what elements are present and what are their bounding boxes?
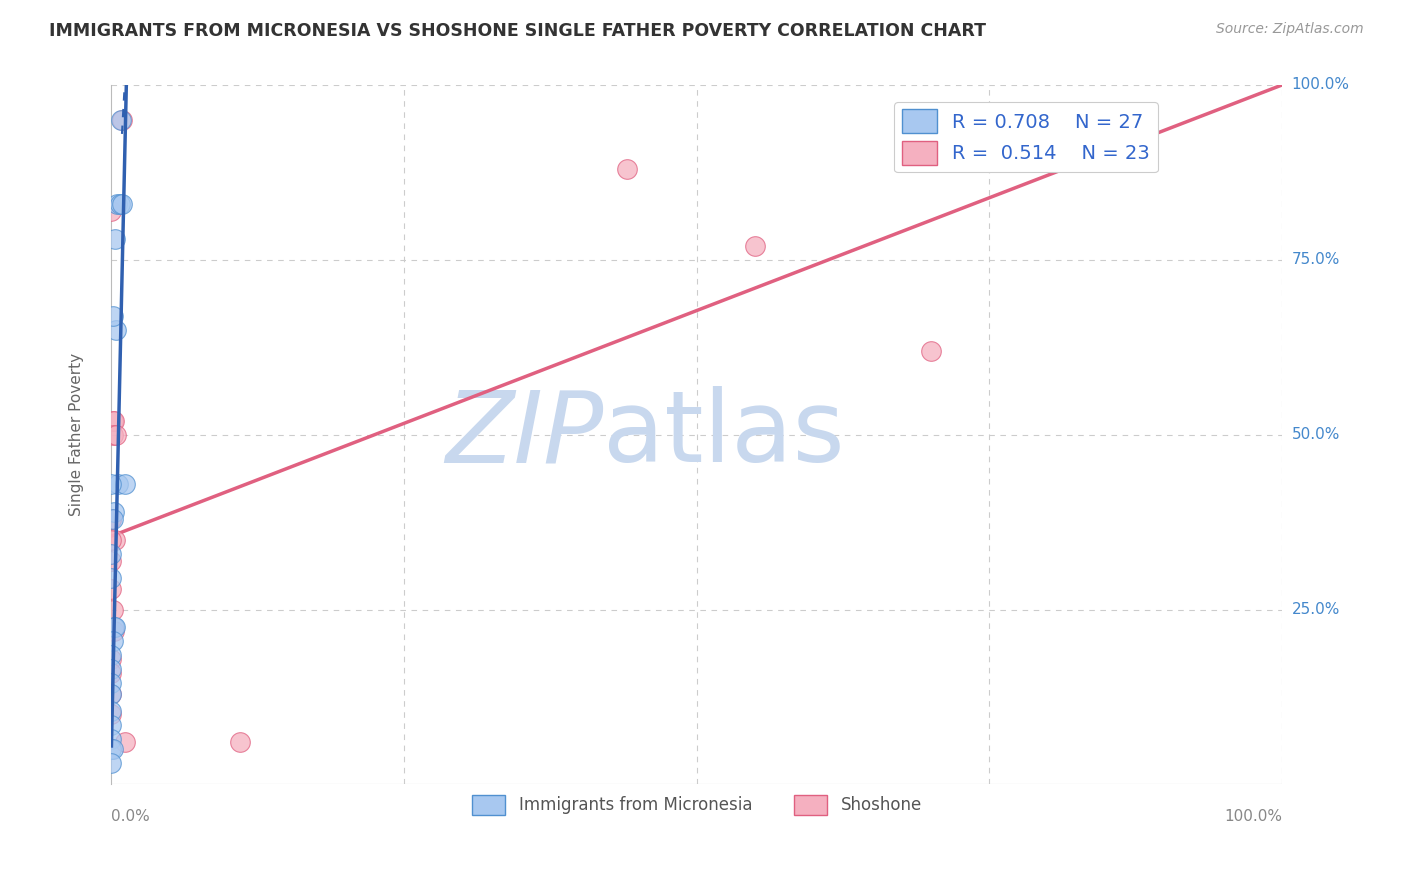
Point: [100, 742, 122, 756]
Point: [100, 718, 122, 732]
Point: [100, 686, 122, 700]
Text: 50.0%: 50.0%: [1292, 427, 1340, 442]
Text: Single Father Poverty: Single Father Poverty: [69, 353, 84, 516]
Point: [100, 582, 122, 596]
Text: 25.0%: 25.0%: [1292, 602, 1340, 617]
Point: [101, 427, 124, 442]
Point: [920, 343, 942, 358]
Text: 100.0%: 100.0%: [1292, 78, 1350, 93]
Point: [100, 662, 122, 676]
Point: [100, 203, 122, 218]
Point: [100, 476, 122, 491]
Point: [100, 553, 122, 567]
Point: [105, 197, 128, 211]
Point: [100, 665, 122, 680]
Point: [111, 112, 134, 127]
Point: [100, 704, 122, 718]
Point: [114, 476, 136, 491]
Point: [744, 239, 766, 253]
Point: [105, 323, 128, 337]
Point: [101, 634, 124, 648]
Point: [100, 731, 122, 746]
Point: [100, 651, 122, 665]
Point: [105, 427, 128, 442]
Point: [100, 648, 122, 662]
Text: ZIP: ZIP: [444, 386, 603, 483]
Point: [101, 414, 124, 428]
Point: [101, 742, 124, 756]
Point: [616, 161, 638, 176]
Text: Source: ZipAtlas.com: Source: ZipAtlas.com: [1216, 22, 1364, 37]
Point: [100, 511, 122, 525]
Point: [103, 624, 125, 638]
Point: [100, 533, 122, 547]
Point: [114, 735, 136, 749]
Point: [104, 232, 127, 246]
Point: [101, 309, 124, 323]
Point: [100, 676, 122, 690]
Point: [100, 547, 122, 561]
Text: IMMIGRANTS FROM MICRONESIA VS SHOSHONE SINGLE FATHER POVERTY CORRELATION CHART: IMMIGRANTS FROM MICRONESIA VS SHOSHONE S…: [49, 22, 986, 40]
Point: [103, 505, 125, 519]
Point: [107, 476, 129, 491]
Point: [104, 620, 127, 634]
Text: 0.0%: 0.0%: [111, 809, 150, 824]
Point: [108, 197, 131, 211]
Point: [101, 511, 124, 525]
Point: [111, 197, 134, 211]
Point: [103, 620, 125, 634]
Point: [100, 571, 122, 585]
Text: 100.0%: 100.0%: [1225, 809, 1282, 824]
Text: 75.0%: 75.0%: [1292, 252, 1340, 268]
Point: [101, 602, 124, 616]
Point: [100, 686, 122, 700]
Text: atlas: atlas: [603, 386, 845, 483]
Point: [103, 414, 125, 428]
Point: [110, 112, 132, 127]
Point: [104, 533, 127, 547]
Point: [100, 707, 122, 722]
Point: [100, 756, 122, 771]
Point: [100, 511, 122, 525]
Point: [229, 735, 252, 749]
Legend: Immigrants from Micronesia, Shoshone: Immigrants from Micronesia, Shoshone: [465, 788, 928, 822]
